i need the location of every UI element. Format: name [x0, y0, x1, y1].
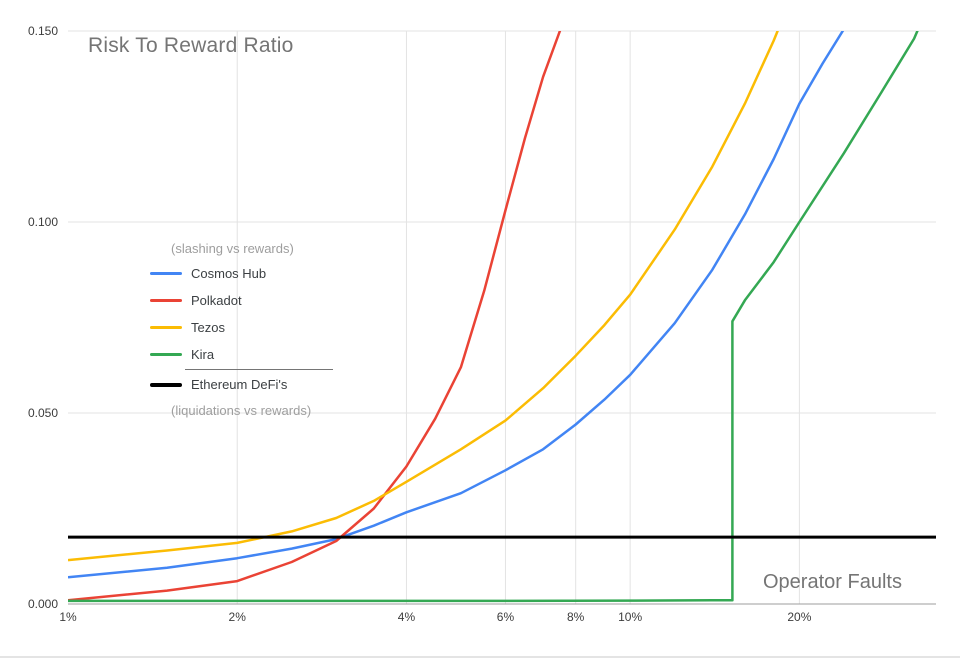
series-line-kira [68, 31, 919, 603]
x-axis-title: Operator Faults [763, 571, 902, 593]
y-tick-label: 0.050 [28, 406, 58, 420]
legend-label-polkadot: Polkadot [191, 293, 242, 308]
legend-item-polkadot: Polkadot [150, 287, 333, 314]
series-line-cosmos-hub [68, 31, 845, 579]
series-line-polkadot [68, 31, 562, 602]
legend-items: Cosmos Hub Polkadot Tezos Kira Ethereum DeFi… [150, 260, 333, 398]
legend-label-kira: Kira [191, 347, 215, 362]
legend-item-ethereum-defi-s: Ethereum DeFi's [150, 371, 333, 398]
legend-swatch-tezos [150, 326, 182, 329]
legend-note-top: (slashing vs rewards) [171, 240, 294, 256]
x-tick-label: 1% [59, 610, 77, 624]
chart-title: Risk To Reward Ratio [88, 34, 294, 57]
legend-item-cosmos-hub: Cosmos Hub [150, 260, 333, 287]
legend-label-cosmos-hub: Cosmos Hub [191, 266, 267, 281]
series-line-tezos [68, 31, 779, 562]
x-tick-label: 6% [497, 610, 515, 624]
legend-item-kira: Kira [150, 341, 333, 368]
legend-swatch-cosmos-hub [150, 272, 182, 275]
legend: (slashing vs rewards) Cosmos Hub Polkadot… [150, 236, 333, 422]
legend-swatch-ethereum-defi-s [150, 382, 182, 387]
x-tick-label: 4% [398, 610, 416, 624]
legend-divider [185, 369, 333, 370]
legend-label-tezos: Tezos [191, 320, 225, 335]
y-tick-label: 0.000 [28, 597, 58, 611]
legend-swatch-kira [150, 353, 182, 356]
legend-note-bottom: (liquidations vs rewards) [171, 402, 312, 418]
y-tick-label: 0.150 [28, 24, 58, 38]
x-tick-label: 20% [787, 610, 811, 624]
y-tick-label: 0.100 [28, 215, 58, 229]
legend-label-ethereum-defi-s: Ethereum DeFi's [191, 377, 288, 392]
legend-item-tezos: Tezos [150, 314, 333, 341]
legend-swatch-polkadot [150, 299, 182, 302]
x-tick-label: 2% [229, 610, 247, 624]
x-tick-label: 10% [618, 610, 642, 624]
x-tick-label: 8% [567, 610, 585, 624]
